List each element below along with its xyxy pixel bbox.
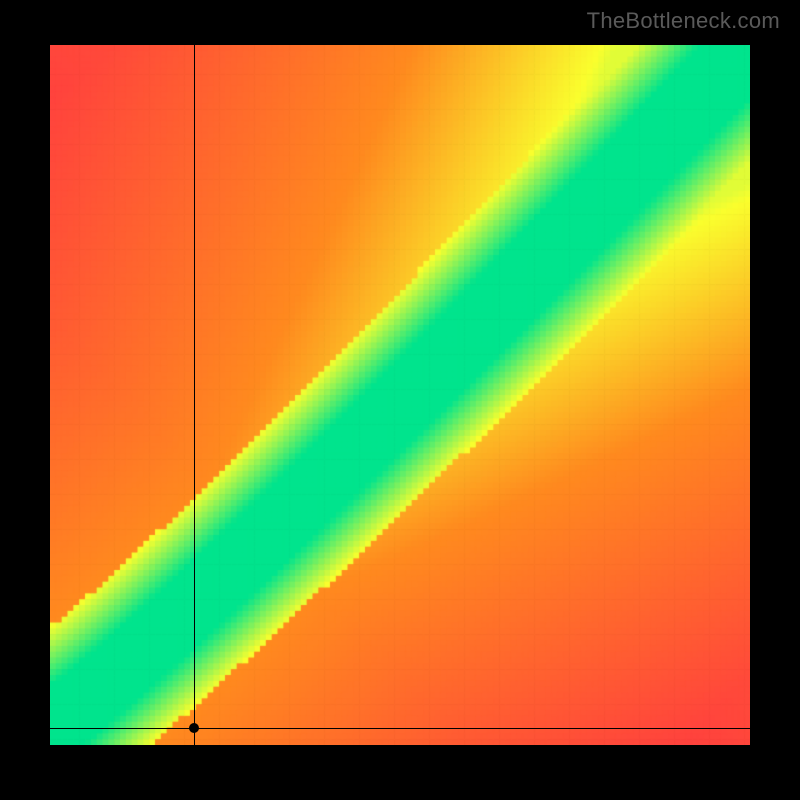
watermark-text: TheBottleneck.com <box>587 8 780 34</box>
bottleneck-heatmap <box>50 45 750 745</box>
